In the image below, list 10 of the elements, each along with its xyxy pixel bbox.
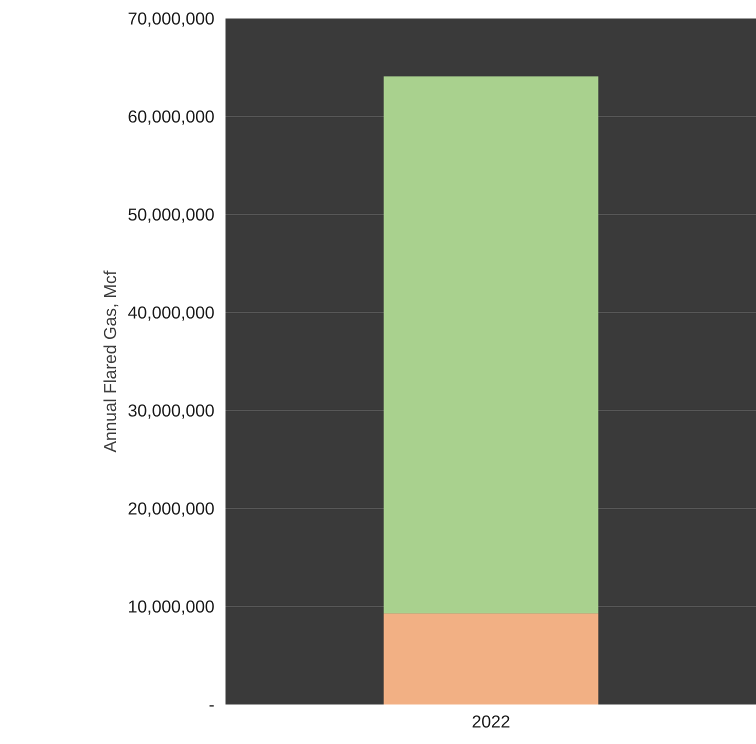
y-tick-label: 50,000,000 [128,204,215,224]
y-tick-label: 10,000,000 [128,596,215,616]
y-tick-label: 70,000,000 [128,8,215,28]
y-tick-label: - [208,694,215,714]
y-tick-label: 60,000,000 [128,106,215,126]
y-tick-label: 20,000,000 [128,498,215,518]
x-tick-label: 2022 [472,712,510,732]
y-tick-label: 30,000,000 [128,400,215,420]
y-axis-title: Annual Flared Gas, Mcf [100,270,120,453]
y-tick-label: 40,000,000 [128,302,215,322]
